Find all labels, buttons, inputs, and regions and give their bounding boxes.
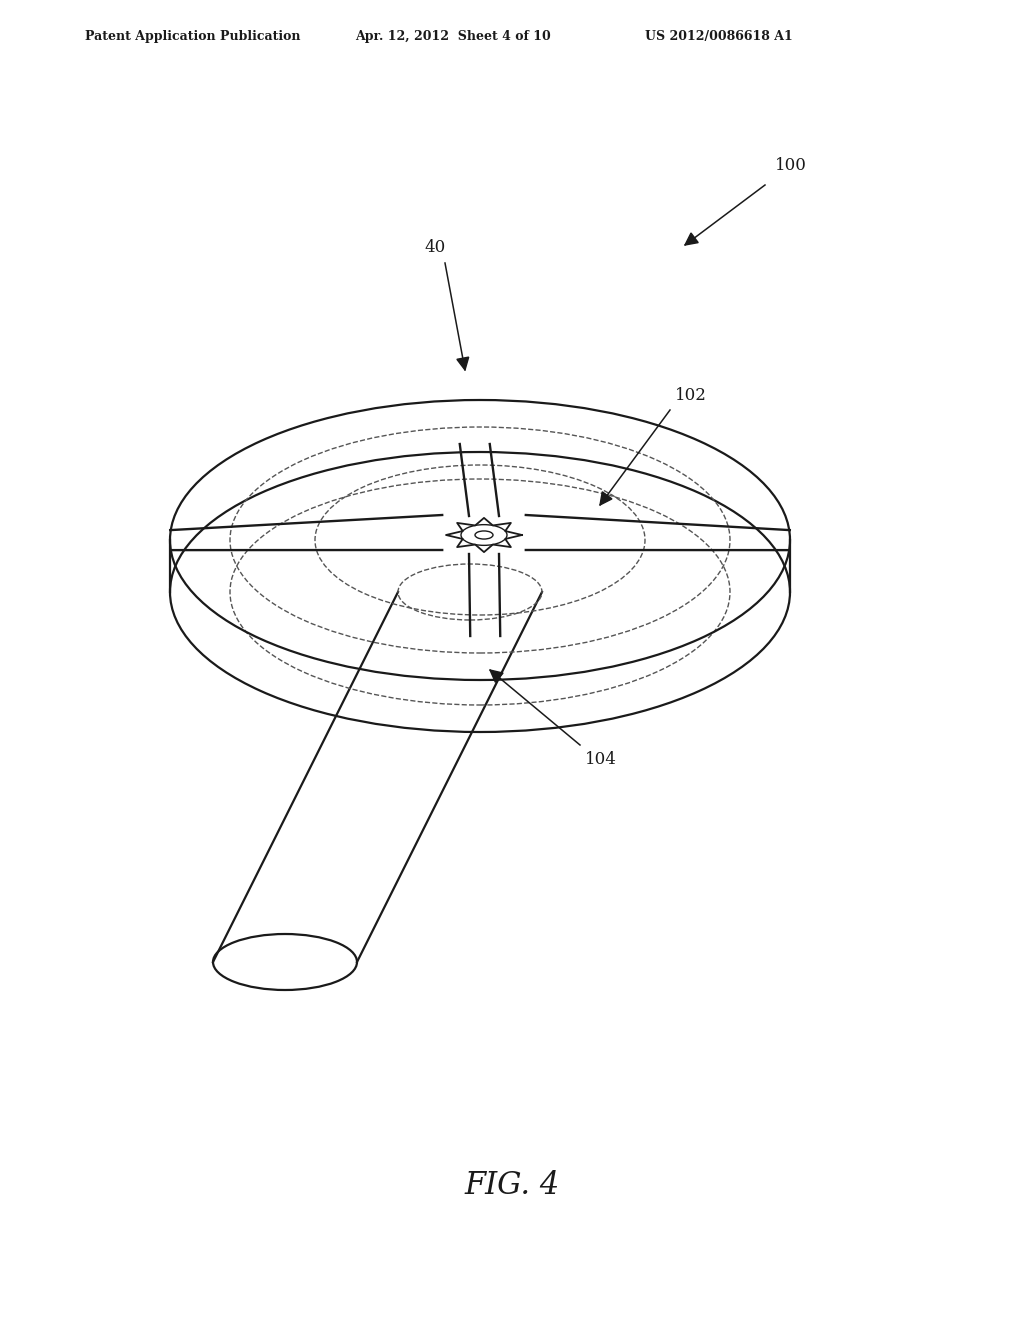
- Text: Apr. 12, 2012  Sheet 4 of 10: Apr. 12, 2012 Sheet 4 of 10: [355, 30, 551, 44]
- Text: 100: 100: [775, 157, 807, 173]
- Ellipse shape: [475, 531, 493, 539]
- Text: 102: 102: [675, 387, 707, 404]
- Polygon shape: [490, 671, 503, 682]
- Text: US 2012/0086618 A1: US 2012/0086618 A1: [645, 30, 793, 44]
- Polygon shape: [600, 492, 612, 506]
- Text: FIG. 4: FIG. 4: [464, 1170, 560, 1200]
- Text: 40: 40: [424, 239, 445, 256]
- Text: 104: 104: [585, 751, 616, 768]
- Text: Patent Application Publication: Patent Application Publication: [85, 30, 300, 44]
- Polygon shape: [457, 358, 469, 370]
- Polygon shape: [685, 234, 698, 246]
